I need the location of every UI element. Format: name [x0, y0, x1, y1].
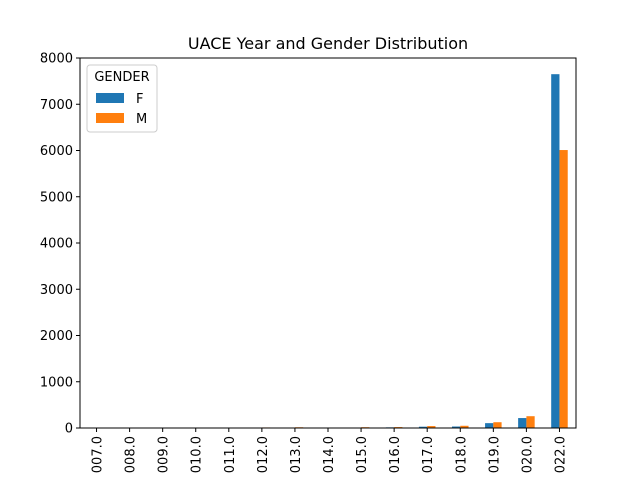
legend-label-m: M [136, 112, 147, 127]
bar-f-020.0 [518, 418, 527, 428]
x-tick-label: 010.0 [190, 436, 205, 473]
x-tick-label: 017.0 [421, 436, 436, 473]
y-tick-label: 6000 [40, 144, 73, 159]
bar-m-020.0 [526, 416, 535, 428]
legend-swatch-m [96, 113, 124, 123]
y-tick-label: 0 [65, 422, 73, 437]
chart-title: UACE Year and Gender Distribution [188, 34, 468, 53]
x-tick-label: 014.0 [322, 436, 337, 473]
x-axis: 007.0 008.0 009.0 010.0 011.0 012.0 013.0 014.0… [91, 428, 568, 473]
x-tick-label: 013.0 [289, 436, 304, 473]
x-tick-label: 009.0 [157, 436, 172, 473]
bar-f-019.0 [485, 423, 494, 428]
bar-m-018.0 [460, 425, 469, 428]
x-tick-label: 008.0 [124, 436, 139, 473]
x-tick-label: 011.0 [223, 436, 238, 473]
bar-series [96, 74, 568, 428]
x-tick-label: 016.0 [388, 436, 403, 473]
y-tick-label: 2000 [40, 329, 73, 344]
y-tick-label: 4000 [40, 237, 73, 252]
bar-m-019.0 [493, 422, 502, 428]
y-tick-label: 1000 [40, 375, 73, 390]
y-tick-label: 7000 [40, 98, 73, 113]
legend-label-f: F [136, 92, 143, 107]
legend: GENDER F M [86, 64, 158, 133]
y-axis: 0 1000 2000 3000 4000 5000 6000 7000 8000 [40, 52, 80, 437]
x-tick-label: 007.0 [91, 436, 106, 473]
x-tick-label: 019.0 [487, 436, 502, 473]
legend-title: GENDER [94, 70, 149, 85]
y-tick-label: 3000 [40, 283, 73, 298]
x-tick-label: 018.0 [454, 436, 469, 473]
y-tick-label: 8000 [40, 52, 73, 67]
x-tick-label: 012.0 [256, 436, 271, 473]
x-tick-label: 020.0 [520, 436, 535, 473]
y-tick-label: 5000 [40, 190, 73, 205]
bar-m-022.0 [559, 150, 568, 428]
bar-f-017.0 [418, 426, 428, 428]
bar-f-018.0 [452, 426, 461, 428]
legend-swatch-f [96, 93, 124, 103]
bar-f-022.0 [551, 74, 560, 428]
x-tick-label: 022.0 [553, 436, 568, 473]
plot-frame [79, 57, 577, 429]
bar-m-017.0 [427, 426, 436, 428]
x-tick-label: 015.0 [355, 436, 370, 473]
